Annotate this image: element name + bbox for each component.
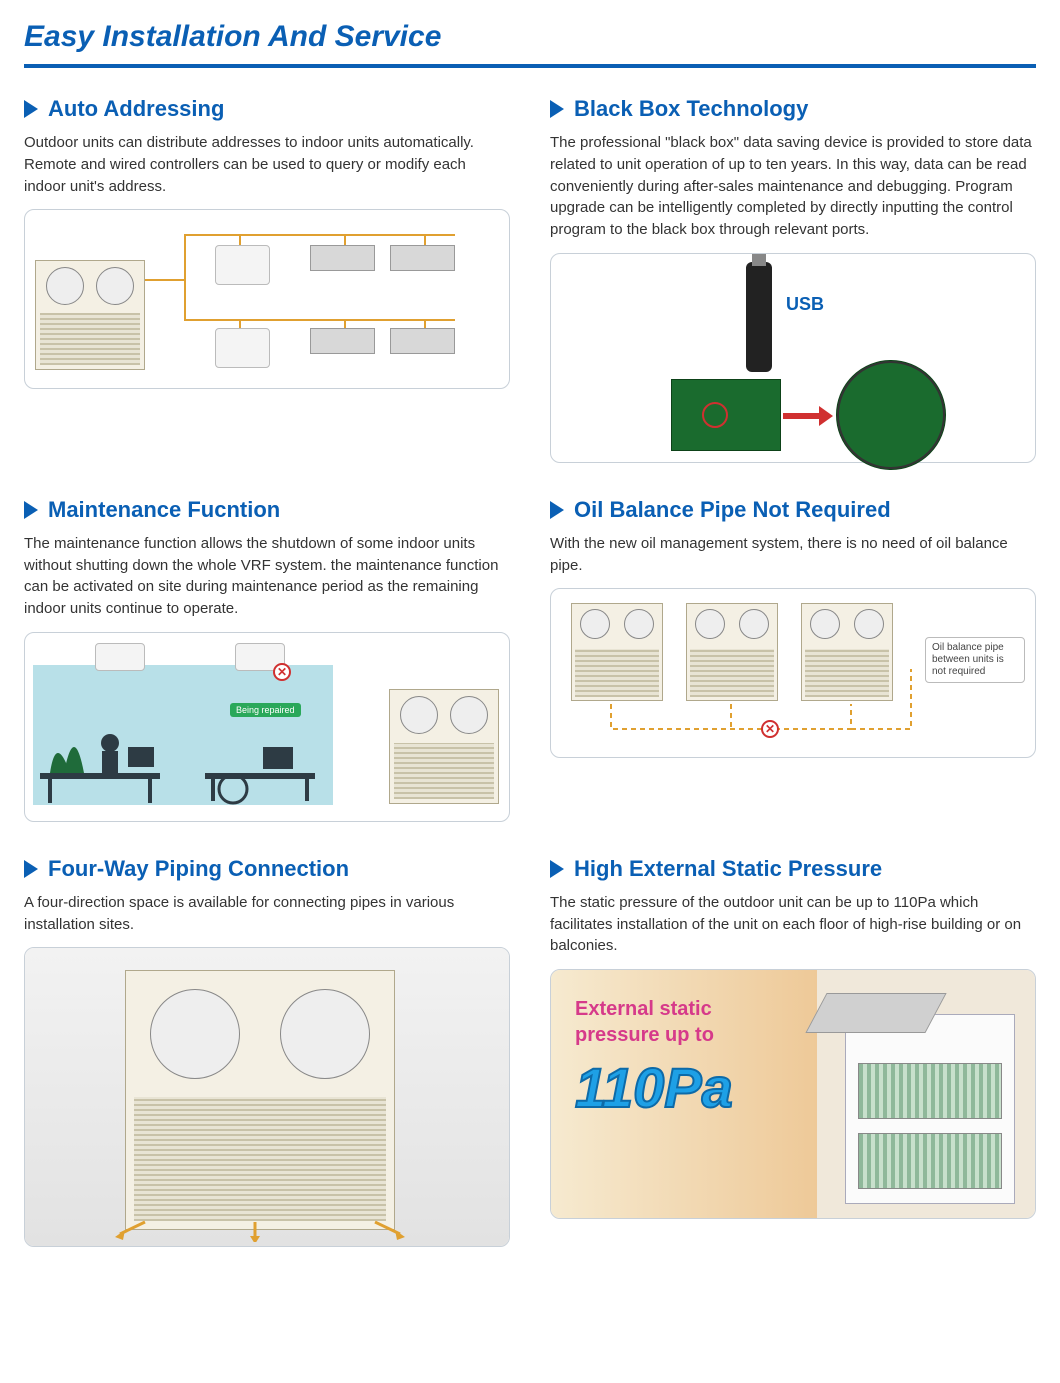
- piping-arrows-icon: [115, 1212, 405, 1242]
- duct-unit-icon: [390, 328, 455, 354]
- figure-maintenance: ✕ Being repaired: [24, 632, 510, 822]
- duct-unit-icon: [310, 245, 375, 271]
- section-black-box: Black Box Technology The professional "b…: [550, 96, 1036, 463]
- figure-oil-balance: ✕ Oil balance pipe between units is not …: [550, 588, 1036, 758]
- repair-badge: Being repaired: [230, 703, 301, 717]
- body-black-box: The professional "black box" data saving…: [550, 132, 1036, 241]
- pressure-text-block: External static pressure up to 110Pa: [575, 996, 733, 1116]
- empty-desk-icon: [205, 733, 325, 805]
- section-auto-addressing: Auto Addressing Outdoor units can distri…: [24, 96, 510, 463]
- usb-label: USB: [786, 294, 824, 315]
- cassette-unit-icon: [215, 328, 270, 368]
- triangle-icon: [550, 100, 564, 118]
- figure-four-way: [24, 947, 510, 1247]
- pcb-board-icon: [671, 379, 781, 451]
- outdoor-unit-large-icon: [125, 970, 395, 1230]
- body-oil-balance: With the new oil management system, ther…: [550, 533, 1036, 577]
- triangle-icon: [24, 860, 38, 878]
- pressure-label-line2: pressure up to: [575, 1022, 733, 1048]
- heading-text: Four-Way Piping Connection: [48, 856, 349, 882]
- figure-black-box: USB: [550, 253, 1036, 463]
- figure-auto-addressing: [24, 209, 510, 389]
- heading-text: Oil Balance Pipe Not Required: [574, 497, 891, 523]
- heading-text: Black Box Technology: [574, 96, 808, 122]
- section-oil-balance: Oil Balance Pipe Not Required With the n…: [550, 497, 1036, 822]
- heading-text: High External Static Pressure: [574, 856, 882, 882]
- heading-maintenance: Maintenance Fucntion: [24, 497, 510, 523]
- body-maintenance: The maintenance function allows the shut…: [24, 533, 510, 620]
- duct-unit-icon: [390, 245, 455, 271]
- pressure-label-line1: External static: [575, 996, 733, 1022]
- content-grid: Auto Addressing Outdoor units can distri…: [24, 96, 1036, 1247]
- pcb-zoom-icon: [836, 360, 946, 470]
- heading-text: Maintenance Fucntion: [48, 497, 280, 523]
- figure-static-pressure: External static pressure up to 110Pa: [550, 969, 1036, 1219]
- duct-unit-icon: [310, 328, 375, 354]
- pressure-value: 110Pa: [575, 1060, 733, 1116]
- section-static-pressure: High External Static Pressure The static…: [550, 856, 1036, 1248]
- triangle-icon: [550, 501, 564, 519]
- title-rule: [24, 64, 1036, 68]
- heading-text: Auto Addressing: [48, 96, 224, 122]
- heading-oil-balance: Oil Balance Pipe Not Required: [550, 497, 1036, 523]
- outdoor-unit-icon: [389, 689, 499, 804]
- person-desk-icon: [40, 713, 180, 805]
- triangle-icon: [24, 100, 38, 118]
- heading-auto-addressing: Auto Addressing: [24, 96, 510, 122]
- triangle-icon: [24, 501, 38, 519]
- cassette-unit-icon: [215, 245, 270, 285]
- body-static-pressure: The static pressure of the outdoor unit …: [550, 892, 1036, 957]
- body-four-way: A four-direction space is available for …: [24, 892, 510, 936]
- heading-four-way: Four-Way Piping Connection: [24, 856, 510, 882]
- x-mark-icon: ✕: [273, 663, 291, 681]
- cassette-unit-icon: [95, 643, 145, 671]
- outdoor-unit-side-icon: [845, 1014, 1015, 1204]
- usb-stick-icon: [746, 262, 772, 372]
- heading-black-box: Black Box Technology: [550, 96, 1036, 122]
- body-auto-addressing: Outdoor units can distribute addresses t…: [24, 132, 510, 197]
- oil-callout: Oil balance pipe between units is not re…: [925, 637, 1025, 683]
- section-maintenance: Maintenance Fucntion The maintenance fun…: [24, 497, 510, 822]
- page-title: Easy Installation And Service: [24, 20, 1036, 54]
- section-four-way: Four-Way Piping Connection A four-direct…: [24, 856, 510, 1248]
- arrow-right-icon: [783, 404, 833, 428]
- triangle-icon: [550, 860, 564, 878]
- heading-static-pressure: High External Static Pressure: [550, 856, 1036, 882]
